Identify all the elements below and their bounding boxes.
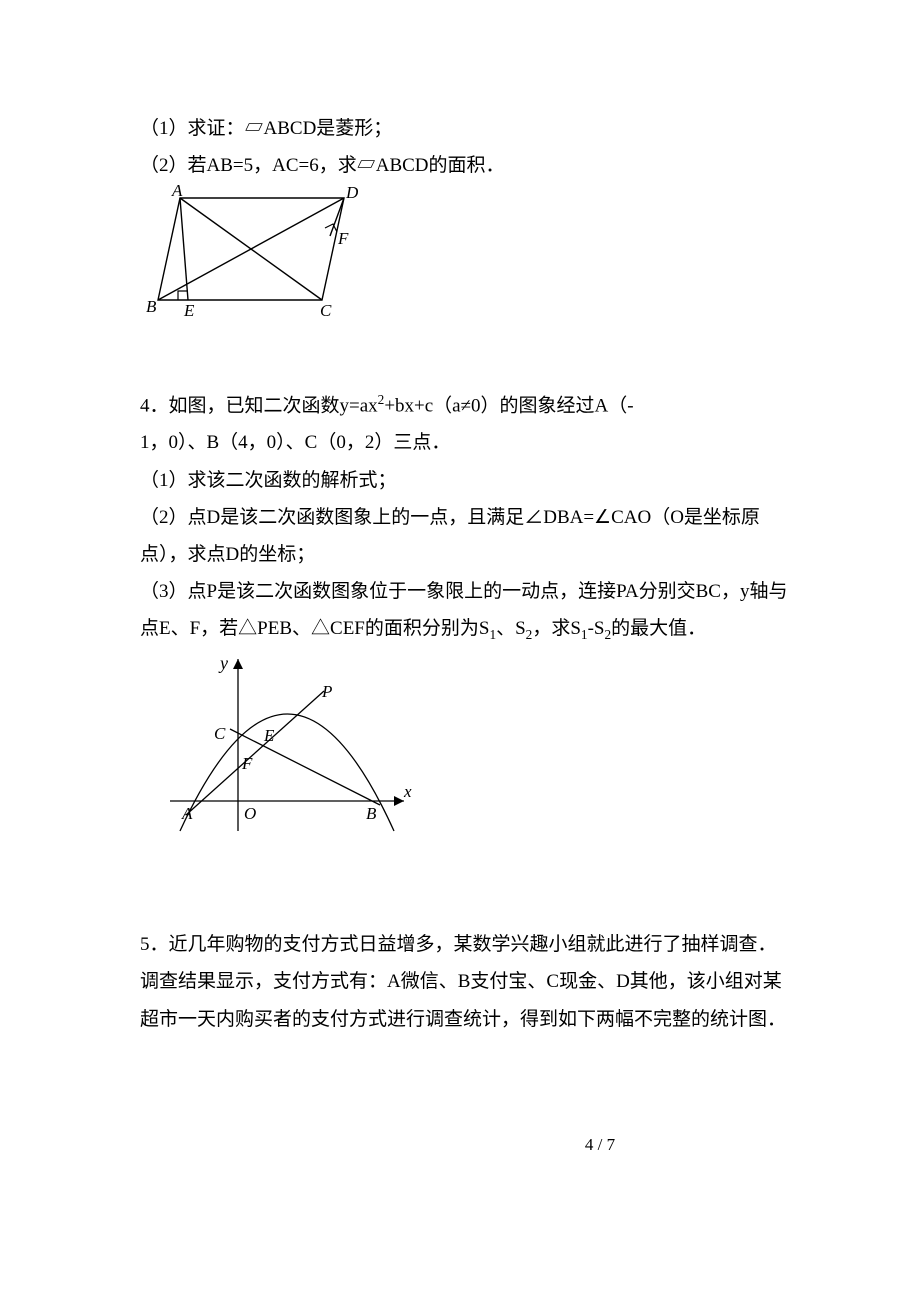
q4-label-b: B	[366, 804, 377, 823]
q4-line4: （2）点D是该二次函数图象上的一点，且满足∠DBA=∠CAO（O是坐标原点），求…	[140, 499, 790, 573]
q4-line2: 1，0）、B（4，0）、C（0，2）三点．	[140, 424, 790, 461]
q4-line1-a: 4．如图，已知二次函数y=ax	[140, 395, 378, 416]
q4-l5-end: 的最大值．	[611, 618, 706, 639]
q4-label-p: P	[321, 682, 332, 701]
page-container: （1）求证：▱ABCD是菱形； （2）若AB=5，AC=6，求▱ABCD的面积．…	[0, 0, 920, 1302]
q3-label-e: E	[183, 301, 195, 319]
q4-y-arrow	[233, 659, 243, 669]
q4-l5-m2: ，求S	[532, 618, 581, 639]
q4-label-x: x	[403, 782, 412, 801]
q4-line1-b: +bx+c（a≠0）的图象经过A（-	[384, 395, 633, 416]
q4-x-arrow	[394, 796, 404, 806]
q4-label-f: F	[241, 754, 253, 773]
q4-label-y: y	[218, 653, 228, 673]
q4-label-e: E	[263, 726, 275, 745]
q3-label-b: B	[146, 297, 157, 316]
q3-label-f: F	[337, 229, 349, 248]
q4-label-o: O	[244, 804, 256, 823]
q3-right-angle-e	[178, 291, 188, 300]
q4-line5: （3）点P是该二次函数图象位于一象限上的一动点，连接PA分别交BC，y轴与点E、…	[140, 573, 790, 648]
q3-right-angle-f	[325, 224, 337, 232]
q4-line1: 4．如图，已知二次函数y=ax2+bx+c（a≠0）的图象经过A（-	[140, 387, 790, 424]
q4-l5-m: 、S	[496, 618, 526, 639]
page-footer: 4 / 7	[140, 1128, 920, 1161]
q3-part1: （1）求证：▱ABCD是菱形；	[140, 110, 790, 147]
q4-l5-m3: -S	[588, 618, 605, 639]
spacer-1	[140, 319, 790, 387]
q3-label-d: D	[345, 184, 359, 202]
q4-line3: （1）求该二次函数的解析式；	[140, 462, 790, 499]
q4-line-ap	[186, 691, 324, 815]
q3-part2: （2）若AB=5，AC=6，求▱ABCD的面积．	[140, 147, 790, 184]
q3-diagram: A D B C E F	[144, 184, 369, 319]
q3-label-c: C	[320, 301, 332, 319]
q4-diagram: y x O A B C E F P	[164, 647, 420, 841]
page-number: 4 / 7	[585, 1135, 615, 1154]
q4-l5-s3: 1	[581, 627, 588, 642]
q4-line-bc	[230, 729, 380, 805]
q3-segment-ae	[180, 198, 188, 300]
q5-line1: 5．近几年购物的支付方式日益增多，某数学兴趣小组就此进行了抽样调查．调查结果显示…	[140, 926, 790, 1037]
q3-label-a: A	[171, 184, 183, 200]
q4-label-a: A	[181, 804, 193, 823]
q4-label-c: C	[214, 724, 226, 743]
spacer-2	[140, 841, 790, 926]
q3-diagonal-bd	[158, 198, 344, 300]
q4-parabola	[180, 714, 394, 831]
